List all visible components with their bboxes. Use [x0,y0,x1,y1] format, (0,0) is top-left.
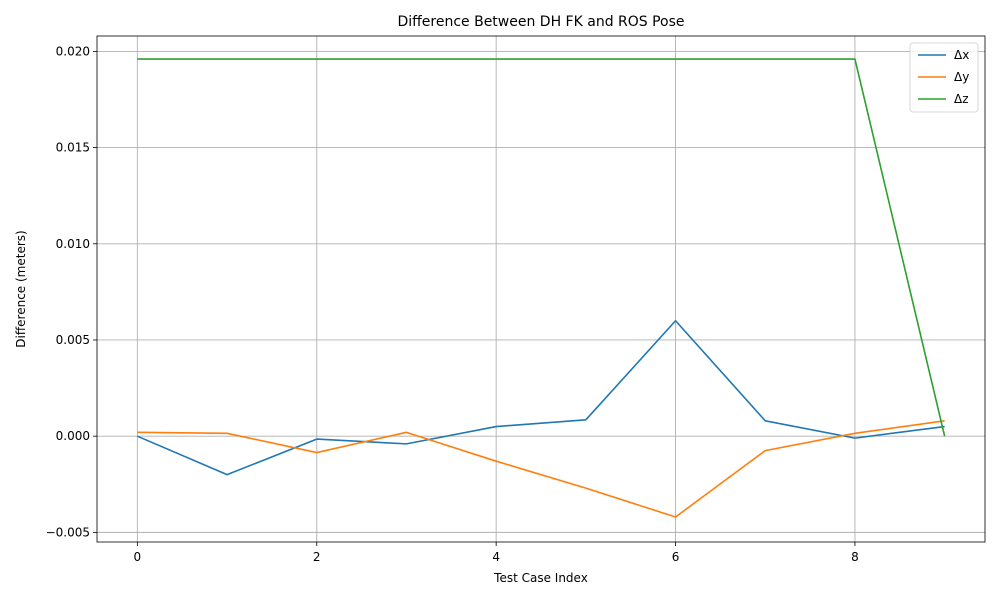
y-tick-label: −0.005 [46,525,90,539]
series-line-3 [137,58,946,437]
legend-entry: Δy [954,70,969,84]
legend-entry: Δz [954,92,969,106]
series-line-1 [137,319,945,476]
legend: Δx Δy Δz [909,42,979,113]
y-axis-ticks: −0.005 0.000 0.005 0.010 0.015 0.020 [46,44,97,539]
chart-title: Difference Between DH FK and ROS Pose [397,14,684,30]
legend-entry: Δx [954,48,969,62]
y-tick-label: 0.000 [56,429,90,443]
x-tick-label: 2 [313,550,321,564]
series-line-2 [137,419,945,518]
x-tick-label: 6 [672,550,680,564]
y-axis-label: Difference (meters) [14,230,28,347]
x-axis-label: Test Case Index [493,571,588,585]
series-group [137,58,946,518]
x-tick-label: 0 [134,550,142,564]
y-tick-label: 0.005 [56,333,90,347]
plot-frame [96,35,986,543]
x-tick-label: 4 [492,550,500,564]
y-tick-label: 0.020 [56,44,90,58]
y-tick-label: 0.010 [56,237,90,251]
x-tick-label: 8 [851,550,859,564]
y-tick-label: 0.015 [56,141,90,155]
grid [97,36,985,542]
x-axis-ticks: 0 2 4 6 8 [134,542,859,564]
